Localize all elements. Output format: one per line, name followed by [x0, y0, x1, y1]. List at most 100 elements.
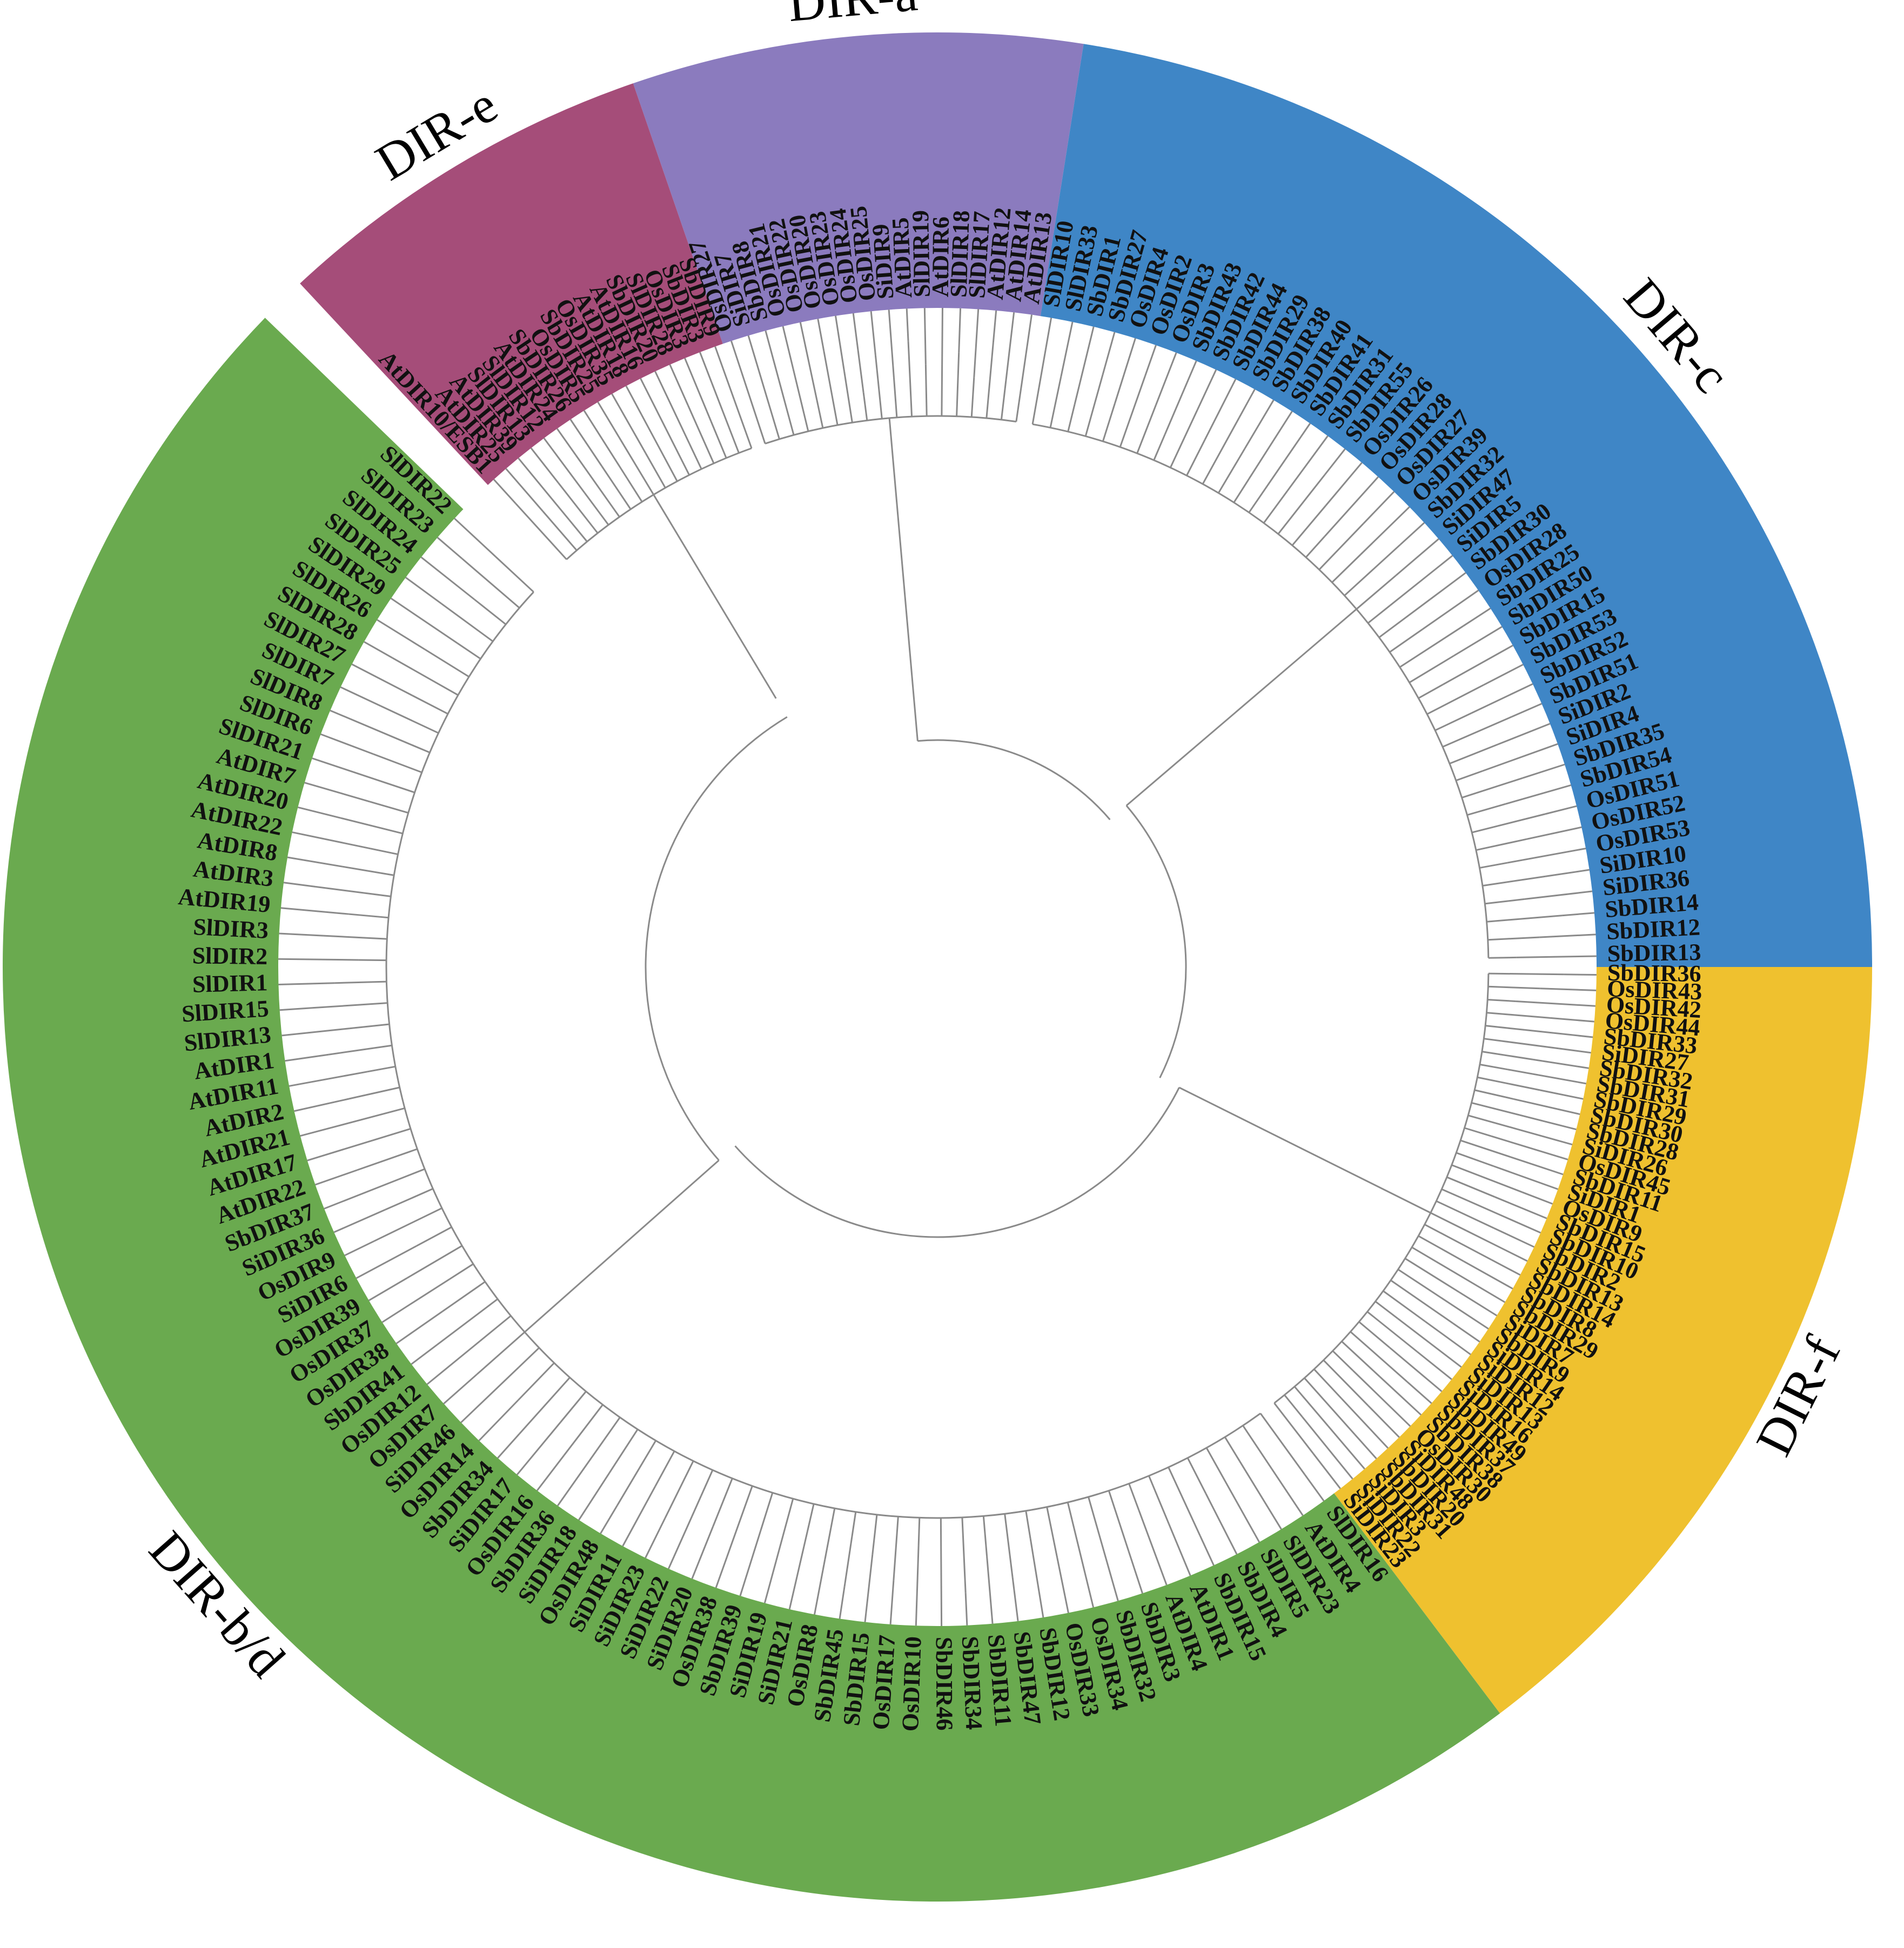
internal-branch — [370, 801, 409, 814]
inner-circle — [278, 308, 1597, 1626]
internal-branch — [1367, 604, 1391, 624]
internal-branch — [349, 1023, 390, 1030]
internal-branch — [733, 399, 753, 449]
terminal-branch — [294, 1098, 350, 1112]
terminal-branch — [1550, 1017, 1594, 1023]
internal-branch — [1378, 599, 1431, 639]
terminal-branch — [1424, 1320, 1471, 1355]
internal-branch — [1168, 1467, 1201, 1536]
internal-branch — [1084, 374, 1104, 436]
internal-branch — [1323, 1359, 1369, 1407]
terminal-branch — [788, 1531, 808, 1610]
terminal-branch — [888, 310, 895, 378]
terminal-branch — [279, 932, 324, 937]
terminal-branch — [518, 458, 570, 521]
internal-branch — [1488, 972, 1564, 976]
internal-branch — [917, 1517, 921, 1546]
terminal-branch — [622, 1486, 656, 1547]
terminal-branch — [992, 310, 997, 343]
internal-branch — [1485, 1025, 1525, 1031]
internal-branch — [1424, 1224, 1492, 1261]
internal-branch — [542, 510, 578, 551]
leaf-label: SlDIR17 — [963, 211, 995, 299]
internal-branch — [474, 599, 507, 625]
internal-branch — [1399, 625, 1464, 668]
internal-branch — [700, 1469, 714, 1496]
terminal-branch — [364, 641, 393, 659]
internal-branch — [1404, 1258, 1460, 1293]
terminal-branch — [799, 322, 816, 389]
internal-branch — [823, 350, 839, 426]
terminal-branch — [1518, 1129, 1573, 1146]
leaf-label: AtDIR6 — [927, 217, 954, 297]
terminal-branch — [1199, 1535, 1215, 1566]
internal-branch — [1341, 1341, 1380, 1378]
internal-branch — [824, 1508, 836, 1560]
internal-branch — [1119, 375, 1146, 448]
internal-branch — [871, 1514, 878, 1555]
internal-branch — [1304, 1377, 1356, 1435]
terminal-branch — [817, 318, 825, 351]
terminal-branch — [1493, 1165, 1559, 1190]
terminal-branch — [1544, 1120, 1577, 1131]
terminal-branch — [578, 1472, 611, 1521]
internal-branch — [1467, 1114, 1519, 1131]
internal-branch — [476, 1331, 526, 1375]
internal-branch — [1479, 1064, 1508, 1071]
internal-branch — [441, 603, 494, 642]
terminal-branch — [340, 686, 381, 707]
internal-branch — [1479, 862, 1507, 869]
terminal-branch — [1354, 1434, 1377, 1460]
terminal-branch — [940, 1569, 943, 1626]
terminal-branch — [1060, 321, 1074, 377]
terminal-branch — [625, 385, 642, 415]
internal-branch — [343, 768, 415, 794]
terminal-branch — [300, 1126, 332, 1137]
internal-branch — [1460, 1139, 1521, 1161]
internal-branch — [343, 865, 394, 876]
terminal-branch — [1138, 1509, 1168, 1586]
terminal-branch — [669, 364, 689, 406]
terminal-branch — [1483, 663, 1524, 686]
internal-branch — [645, 452, 666, 488]
terminal-branch — [889, 1580, 895, 1625]
terminal-branch — [351, 663, 413, 696]
terminal-branch — [390, 597, 458, 644]
internal-branch — [1485, 898, 1525, 905]
terminal-branch — [1056, 1557, 1069, 1613]
leaf-label: OsDIR42 — [1606, 991, 1702, 1023]
terminal-branch — [1511, 703, 1543, 717]
internal-branch — [403, 741, 430, 754]
internal-branch — [1436, 1200, 1494, 1229]
internal-branch — [457, 642, 481, 660]
internal-branch — [1344, 543, 1401, 596]
terminal-branch — [304, 782, 371, 803]
internal-branch — [1331, 554, 1362, 583]
terminal-branch — [1205, 1493, 1238, 1555]
terminal-branch — [356, 1245, 417, 1279]
internal-branch — [740, 371, 766, 444]
internal-branch — [1217, 448, 1246, 494]
terminal-branch — [411, 1344, 438, 1365]
terminal-branch — [497, 1433, 520, 1459]
leaf-label: SbDIR46 — [931, 1637, 958, 1731]
internal-branch — [1305, 535, 1325, 558]
internal-branch — [1418, 1235, 1464, 1262]
internal-branch — [1442, 716, 1513, 748]
internal-branch — [1205, 1447, 1238, 1504]
terminal-branch — [333, 1208, 386, 1233]
internal-branch — [1411, 1246, 1437, 1262]
terminal-branch — [973, 309, 980, 378]
terminal-branch — [1524, 890, 1593, 900]
internal-branch — [710, 420, 727, 459]
internal-branch — [1293, 1386, 1329, 1427]
terminal-branch — [1416, 1351, 1452, 1380]
terminal-branch — [684, 358, 712, 422]
terminal-branch — [1422, 589, 1479, 630]
internal-branch — [687, 405, 715, 464]
terminal-branch — [691, 1526, 714, 1579]
terminal-branch — [583, 410, 628, 479]
internal-branch — [558, 482, 599, 534]
terminal-branch — [763, 1560, 777, 1603]
internal-branch — [1418, 683, 1444, 699]
